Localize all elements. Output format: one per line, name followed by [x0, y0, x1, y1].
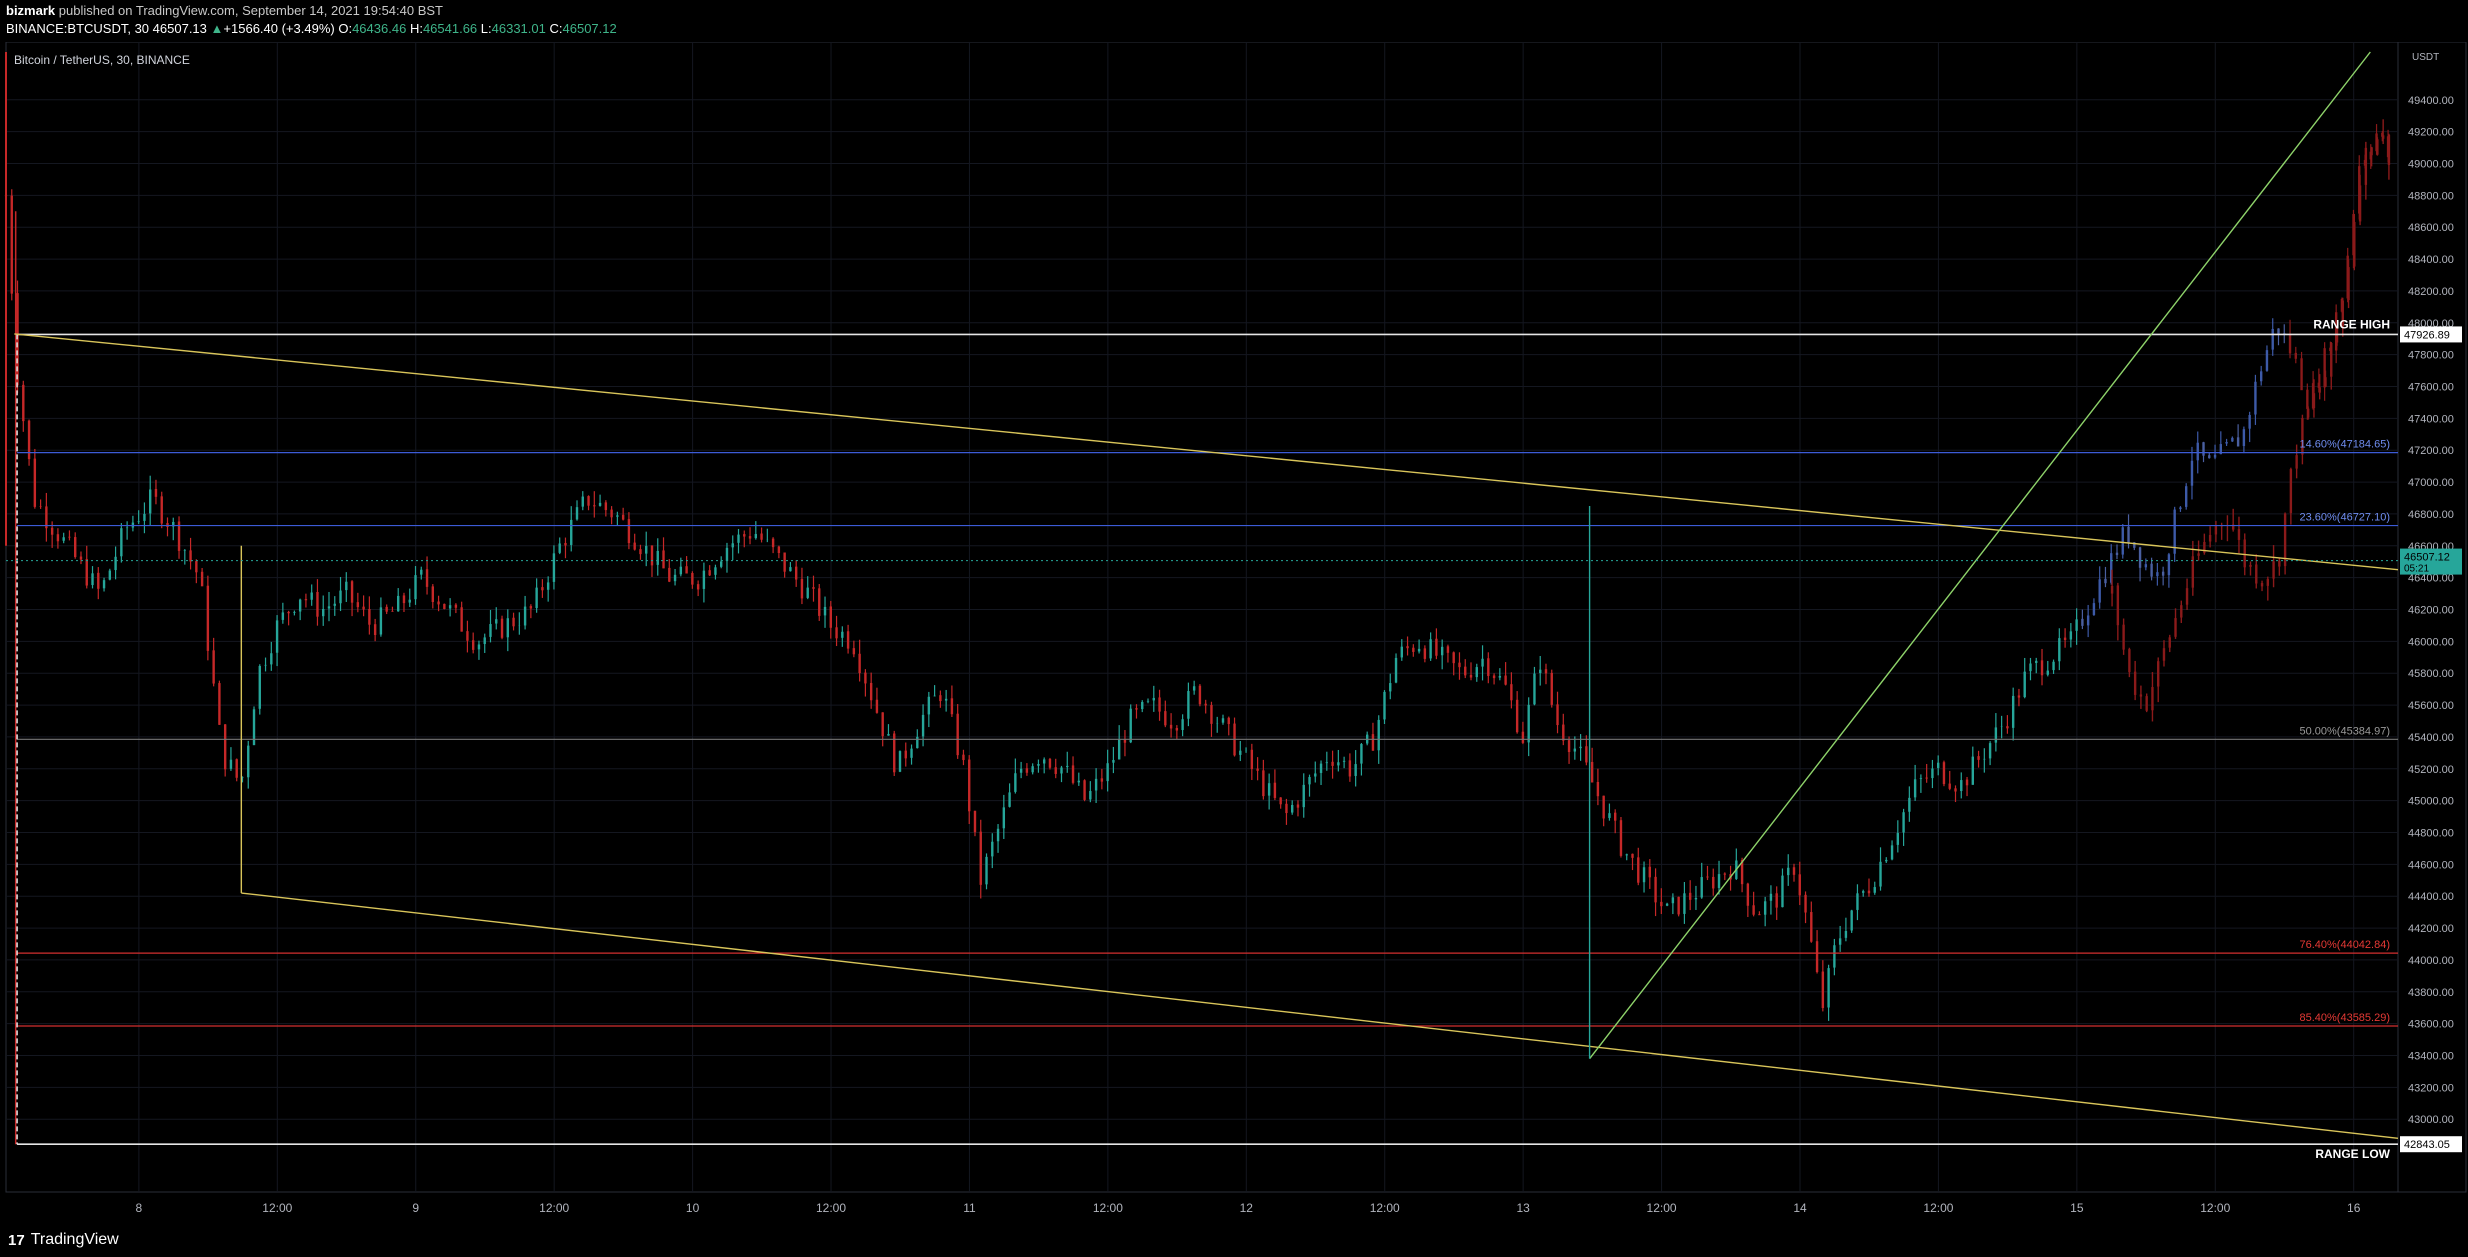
publication-header: bizmark published on TradingView.com, Se…	[6, 3, 443, 18]
time-tick-label: 12:00	[539, 1201, 569, 1215]
price-tick-label: 46800.00	[2408, 509, 2454, 521]
price-tick-label: 47000.00	[2408, 477, 2454, 489]
range-high-tag: 47926.89	[2404, 329, 2450, 341]
fib-85-4-label: 85.40%(43585.29)	[2299, 1012, 2390, 1024]
time-tick-label: 12:00	[1647, 1201, 1677, 1215]
tradingview-footer: 17 TradingView	[8, 1229, 119, 1251]
fib-14-6-label: 14.60%(47184.65)	[2299, 439, 2390, 451]
open-label: O:	[338, 21, 353, 36]
time-tick-label: 12	[1240, 1201, 1254, 1215]
time-tick-label: 12:00	[816, 1201, 846, 1215]
chart-pane[interactable]	[5, 41, 2399, 1193]
price-tick-label: 44600.00	[2408, 859, 2454, 871]
price-tick-label: 49400.00	[2408, 95, 2454, 107]
price-change: +1566.40 (+3.49%)	[223, 21, 335, 36]
high-label: H:	[409, 21, 423, 36]
price-tick-label: 48800.00	[2408, 190, 2454, 202]
published-text: published on TradingView.com, September …	[58, 3, 444, 18]
time-tick-label: 12:00	[1370, 1201, 1400, 1215]
price-tick-label: 45400.00	[2408, 732, 2454, 744]
high-value: 46541.66	[422, 21, 478, 36]
range-low-label: RANGE LOW	[2315, 1147, 2390, 1161]
price-tick-label: 46400.00	[2408, 573, 2454, 585]
price-tick-label: 44800.00	[2408, 828, 2454, 840]
open-value: 46436.46	[352, 21, 407, 36]
range-high-label: RANGE HIGH	[2313, 317, 2390, 331]
price-axis[interactable]	[2397, 41, 2467, 1193]
time-tick-label: 15	[2070, 1201, 2084, 1215]
upper-wedge-trendline[interactable]	[14, 333, 2399, 571]
bar-countdown: 05:21	[2404, 564, 2429, 575]
time-tick-label: 10	[686, 1201, 700, 1215]
price-tick-label: 46000.00	[2408, 636, 2454, 648]
breakout-line-trendline[interactable]	[1589, 51, 2371, 1060]
price-tick-label: 43600.00	[2408, 1019, 2454, 1031]
price-tick-label: 45200.00	[2408, 764, 2454, 776]
current-price-value: 46507.12	[2404, 552, 2450, 564]
change-arrow-icon: ▲	[210, 21, 224, 36]
price-tick-label: 47400.00	[2408, 413, 2454, 425]
low-label: L:	[480, 21, 492, 36]
current-price-tag-bg	[2400, 548, 2462, 575]
price-tick-label: 43000.00	[2408, 1114, 2454, 1126]
time-tick-label: 12:00	[262, 1201, 292, 1215]
tradingview-logo-icon: 17	[8, 1231, 25, 1249]
currency-label: USDT	[2412, 52, 2439, 63]
time-tick-label: 12:00	[1093, 1201, 1123, 1215]
price-tick-label: 47200.00	[2408, 445, 2454, 457]
price-tick-label: 49000.00	[2408, 159, 2454, 171]
price-tick-label: 43200.00	[2408, 1082, 2454, 1094]
price-tick-label: 47800.00	[2408, 350, 2454, 362]
time-tick-label: 16	[2347, 1201, 2361, 1215]
chart-area[interactable]: 43000.00 43200.00 43400.00 43600.00 43800.00…	[0, 41, 2468, 1217]
price-tick-label: 48400.00	[2408, 254, 2454, 266]
close-value: 46507.12	[562, 21, 617, 36]
time-tick-label: 14	[1793, 1201, 1807, 1215]
low-value: 46331.01	[491, 21, 546, 36]
price-tick-label: 43400.00	[2408, 1051, 2454, 1063]
time-tick-label: 8	[136, 1201, 143, 1215]
fib-76-4-label: 76.40%(44042.84)	[2299, 939, 2390, 951]
last-price: 46507.13	[152, 21, 207, 36]
price-tick-label: 44400.00	[2408, 891, 2454, 903]
price-tick-label: 44000.00	[2408, 955, 2454, 967]
series-title: Bitcoin / TetherUS, 30, BINANCE	[14, 53, 190, 67]
price-tick-label: 45000.00	[2408, 796, 2454, 808]
price-tick-label: 48600.00	[2408, 222, 2454, 234]
symbol-line: BINANCE:BTCUSDT, 30	[6, 21, 150, 36]
price-tick-label: 45600.00	[2408, 700, 2454, 712]
fib-50-label: 50.00%(45384.97)	[2299, 725, 2390, 737]
price-tick-label: 47600.00	[2408, 382, 2454, 394]
fib-23-6-label: 23.60%(46727.10)	[2299, 512, 2390, 524]
price-tick-label: 46200.00	[2408, 605, 2454, 617]
price-tick-label: 49200.00	[2408, 127, 2454, 139]
symbol-header: BINANCE:BTCUSDT, 30 46507.13 ▲+1566.40 (…	[6, 21, 617, 36]
price-tick-label: 48200.00	[2408, 286, 2454, 298]
price-tick-label: 43800.00	[2408, 987, 2454, 999]
tradingview-brand[interactable]: TradingView	[30, 1231, 119, 1248]
price-tick-label: 45800.00	[2408, 668, 2454, 680]
range-low-tag: 42843.05	[2404, 1139, 2450, 1151]
lower-wedge-trendline[interactable]	[241, 892, 2399, 1140]
range-low-tag-bg	[2400, 1136, 2462, 1153]
author-name[interactable]: bizmark	[6, 3, 56, 18]
time-tick-label: 12:00	[1923, 1201, 1953, 1215]
time-tick-label: 12:00	[2200, 1201, 2230, 1215]
price-tick-label: 44200.00	[2408, 923, 2454, 935]
range-high-tag-bg	[2400, 326, 2462, 343]
time-tick-label: 9	[412, 1201, 419, 1215]
time-tick-label: 13	[1516, 1201, 1530, 1215]
price-chart[interactable]: 43000.00 43200.00 43400.00 43600.00 43800.00…	[0, 41, 2468, 1217]
close-label: C:	[549, 21, 563, 36]
time-tick-label: 11	[963, 1201, 976, 1215]
